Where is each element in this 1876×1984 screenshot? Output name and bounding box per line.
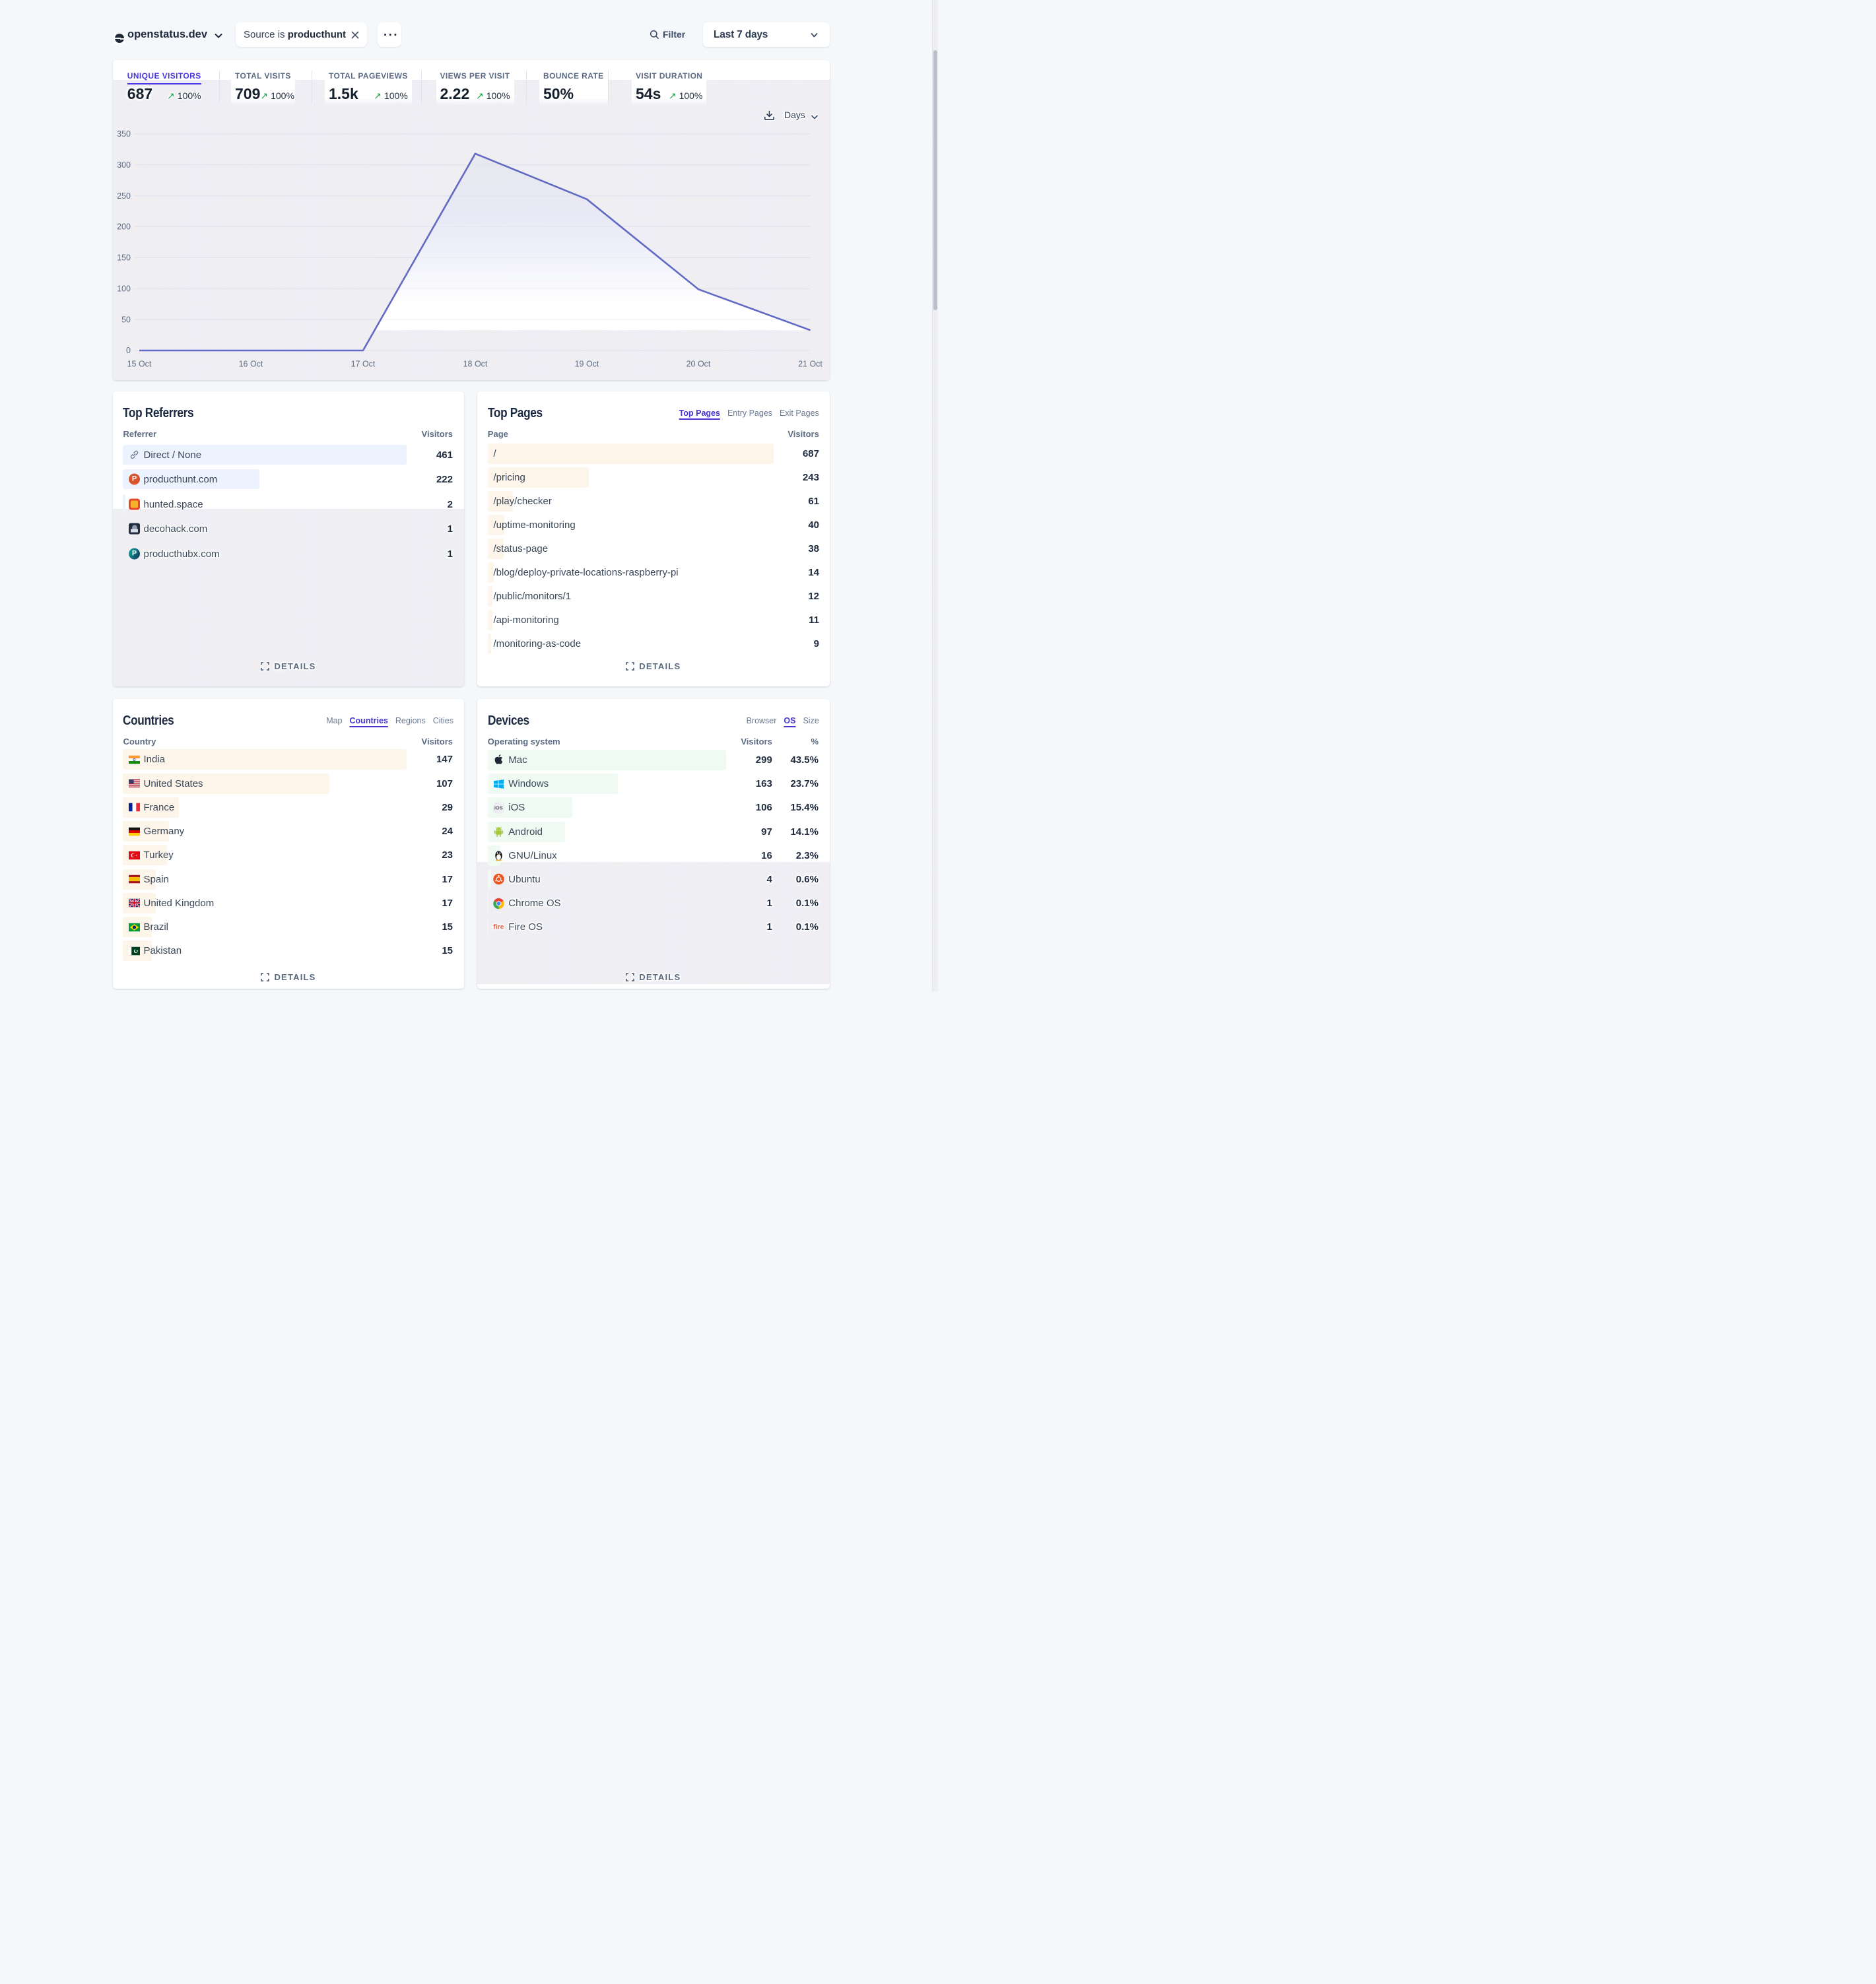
svg-text:20 Oct: 20 Oct — [687, 359, 711, 368]
svg-text:16 Oct: 16 Oct — [239, 359, 263, 368]
svg-text:0: 0 — [126, 346, 131, 355]
svg-text:250: 250 — [117, 191, 131, 201]
svg-text:15 Oct: 15 Oct — [127, 359, 152, 368]
svg-text:18 Oct: 18 Oct — [463, 359, 488, 368]
svg-text:200: 200 — [117, 222, 131, 231]
svg-text:17 Oct: 17 Oct — [351, 359, 376, 368]
svg-text:100: 100 — [117, 284, 131, 293]
svg-text:350: 350 — [117, 129, 131, 139]
svg-text:300: 300 — [117, 160, 131, 170]
svg-text:50: 50 — [121, 315, 131, 324]
svg-text:150: 150 — [117, 253, 131, 262]
svg-text:21 Oct: 21 Oct — [798, 359, 822, 368]
svg-text:19 Oct: 19 Oct — [575, 359, 599, 368]
